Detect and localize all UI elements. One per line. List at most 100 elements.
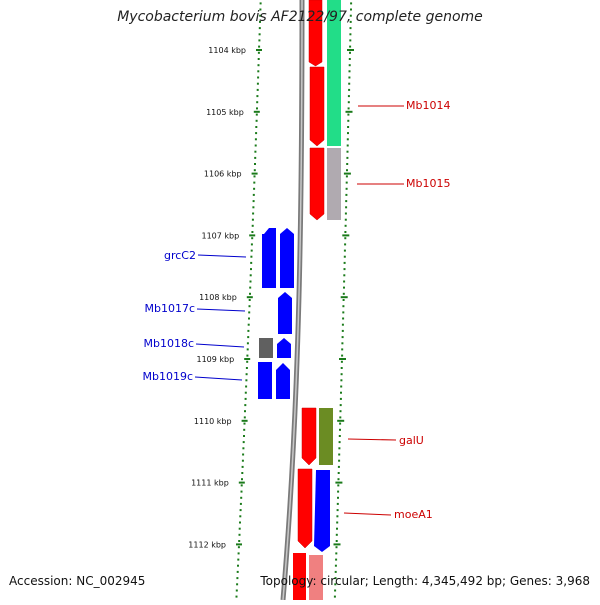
gene-label-Mb1015[interactable]: Mb1015: [406, 177, 450, 190]
minor-tick: [252, 200, 255, 203]
minor-tick: [237, 558, 240, 561]
minor-tick: [240, 496, 243, 499]
gene-label-Mb1018c[interactable]: Mb1018c: [143, 337, 194, 350]
minor-tick: [336, 515, 339, 518]
minor-tick: [346, 163, 349, 165]
minor-tick: [342, 305, 345, 308]
gene-arrow-Mb1019c[interactable]: [276, 363, 290, 399]
minor-tick: [252, 193, 255, 196]
minor-tick: [340, 373, 343, 376]
minor-tick: [250, 261, 253, 264]
gene-block-pink[interactable]: [309, 555, 323, 600]
minor-tick: [343, 255, 346, 258]
minor-tick: [236, 577, 239, 580]
minor-tick: [245, 379, 248, 382]
cds-arrow[interactable]: [309, 147, 325, 221]
minor-tick: [334, 583, 337, 586]
minor-tick: [336, 509, 339, 512]
minor-tick: [346, 150, 349, 153]
minor-tick: [247, 323, 250, 326]
leader-line-galU: [347, 438, 397, 441]
gene-block-Mb1019c[interactable]: [258, 362, 272, 399]
minor-tick: [246, 354, 249, 357]
major-tick: [236, 543, 242, 546]
minor-tick: [244, 404, 247, 407]
minor-tick: [236, 570, 239, 573]
minor-tick: [252, 206, 255, 209]
minor-tick: [339, 428, 341, 431]
minor-tick: [250, 255, 253, 258]
minor-tick: [244, 391, 247, 394]
minor-tick: [339, 410, 342, 413]
minor-tick: [251, 218, 254, 221]
minor-tick: [335, 552, 338, 555]
leader-line-Mb1018c: [195, 343, 245, 348]
minor-tick: [341, 342, 344, 345]
gene-label-Mb1019c[interactable]: Mb1019c: [142, 370, 193, 383]
minor-tick: [247, 336, 250, 339]
gene-label-grcC2[interactable]: grcC2: [164, 249, 196, 262]
gene-block-gray[interactable]: [327, 148, 341, 220]
gene-arrow-Mb1018c[interactable]: [277, 338, 291, 358]
gene-block-green[interactable]: [327, 0, 341, 146]
minor-tick: [341, 348, 344, 351]
minor-tick: [343, 249, 346, 252]
major-tick: [342, 234, 350, 237]
minor-tick: [344, 224, 347, 227]
tick-label: 1106 kbp: [204, 170, 242, 179]
minor-tick: [334, 564, 337, 567]
minor-tick: [246, 360, 249, 363]
cds-arrow-galU[interactable]: [301, 407, 317, 466]
minor-tick: [349, 20, 352, 23]
gene-label-Mb1017c[interactable]: Mb1017c: [144, 302, 195, 315]
cds-arrow[interactable]: [308, 0, 323, 67]
minor-tick: [346, 144, 349, 147]
cds-block[interactable]: [293, 553, 306, 600]
minor-tick: [256, 101, 259, 104]
genome-backbone-highlight: [282, 0, 303, 601]
gene-arrow-moeA1[interactable]: [314, 470, 330, 552]
minor-tick: [252, 212, 255, 215]
major-tick: [347, 49, 354, 51]
minor-tick: [249, 292, 251, 295]
minor-tick: [256, 107, 258, 110]
minor-tick: [345, 206, 348, 209]
minor-tick: [349, 14, 352, 17]
minor-tick: [255, 126, 258, 128]
gene-arrow-grcC2-b[interactable]: [280, 228, 294, 288]
cds-arrow-moeA1[interactable]: [297, 468, 313, 549]
minor-tick: [259, 20, 261, 23]
minor-tick: [339, 397, 342, 400]
minor-tick: [243, 416, 246, 419]
minor-tick: [237, 552, 240, 555]
gene-arrow-Mb1017c[interactable]: [278, 292, 292, 334]
minor-tick: [256, 88, 259, 91]
minor-tick: [336, 521, 339, 524]
minor-tick: [254, 163, 256, 165]
gene-label-Mb1014[interactable]: Mb1014: [406, 99, 450, 112]
minor-tick: [334, 589, 337, 592]
gene-arrow-grcC2-a[interactable]: [262, 228, 276, 288]
gene-block-Mb1018c[interactable]: [259, 338, 273, 358]
minor-tick: [250, 268, 252, 271]
minor-tick: [235, 595, 238, 598]
cds-arrow[interactable]: [309, 66, 325, 147]
minor-tick: [348, 82, 351, 85]
gene-block-galU[interactable]: [319, 408, 333, 465]
minor-tick: [257, 64, 260, 67]
minor-tick: [235, 589, 238, 592]
minor-tick: [241, 472, 244, 474]
minor-tick: [346, 169, 348, 172]
minor-tick: [344, 231, 347, 233]
minor-tick: [334, 570, 337, 573]
tick-label: 1107 kbp: [201, 231, 239, 240]
major-tick: [256, 49, 262, 51]
minor-tick: [237, 564, 239, 567]
tick-marks: 1104 kbp 1105 kbp 1106 kbp 1107 kbp 1108 kbp…: [188, 2, 354, 598]
minor-tick: [342, 311, 345, 314]
minor-tick: [245, 367, 248, 369]
minor-tick: [347, 113, 350, 116]
gene-label-galU[interactable]: galU: [399, 434, 424, 447]
gene-label-moeA1[interactable]: moeA1: [394, 508, 433, 521]
